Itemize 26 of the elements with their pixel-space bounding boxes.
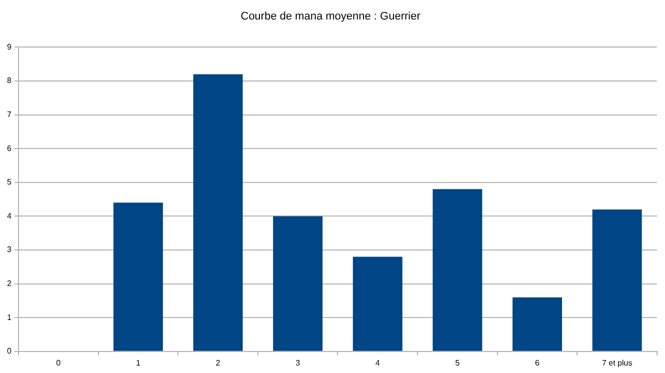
y-tick-label: 9 bbox=[6, 42, 12, 52]
chart-title: Courbe de mana moyenne : Guerrier bbox=[240, 10, 421, 23]
x-tick-label: 7 et plus bbox=[602, 358, 632, 368]
y-tick-label: 4 bbox=[6, 211, 12, 220]
y-tick-label: 3 bbox=[6, 245, 12, 254]
y-tick-label: 6 bbox=[6, 144, 12, 153]
bar bbox=[512, 297, 562, 351]
y-tick-label: 8 bbox=[6, 76, 12, 86]
y-tick-label: 5 bbox=[6, 178, 12, 187]
bar bbox=[193, 74, 243, 351]
x-tick-label: 5 bbox=[455, 358, 460, 368]
bar bbox=[592, 209, 642, 351]
bar bbox=[113, 202, 163, 351]
x-tick-label: 6 bbox=[535, 358, 540, 368]
bar bbox=[352, 256, 402, 351]
bar bbox=[432, 189, 482, 351]
x-tick-label: 2 bbox=[216, 358, 221, 368]
x-tick-label: 0 bbox=[56, 358, 62, 368]
y-tick-label: 1 bbox=[6, 312, 12, 322]
bar bbox=[273, 216, 323, 351]
x-tick-label: 4 bbox=[375, 358, 380, 368]
y-tick-label: 7 bbox=[6, 110, 12, 120]
x-tick-label: 3 bbox=[296, 358, 301, 368]
y-tick-label: 2 bbox=[6, 279, 12, 288]
y-tick-label: 0 bbox=[6, 346, 12, 356]
x-tick-label: 1 bbox=[136, 358, 141, 368]
